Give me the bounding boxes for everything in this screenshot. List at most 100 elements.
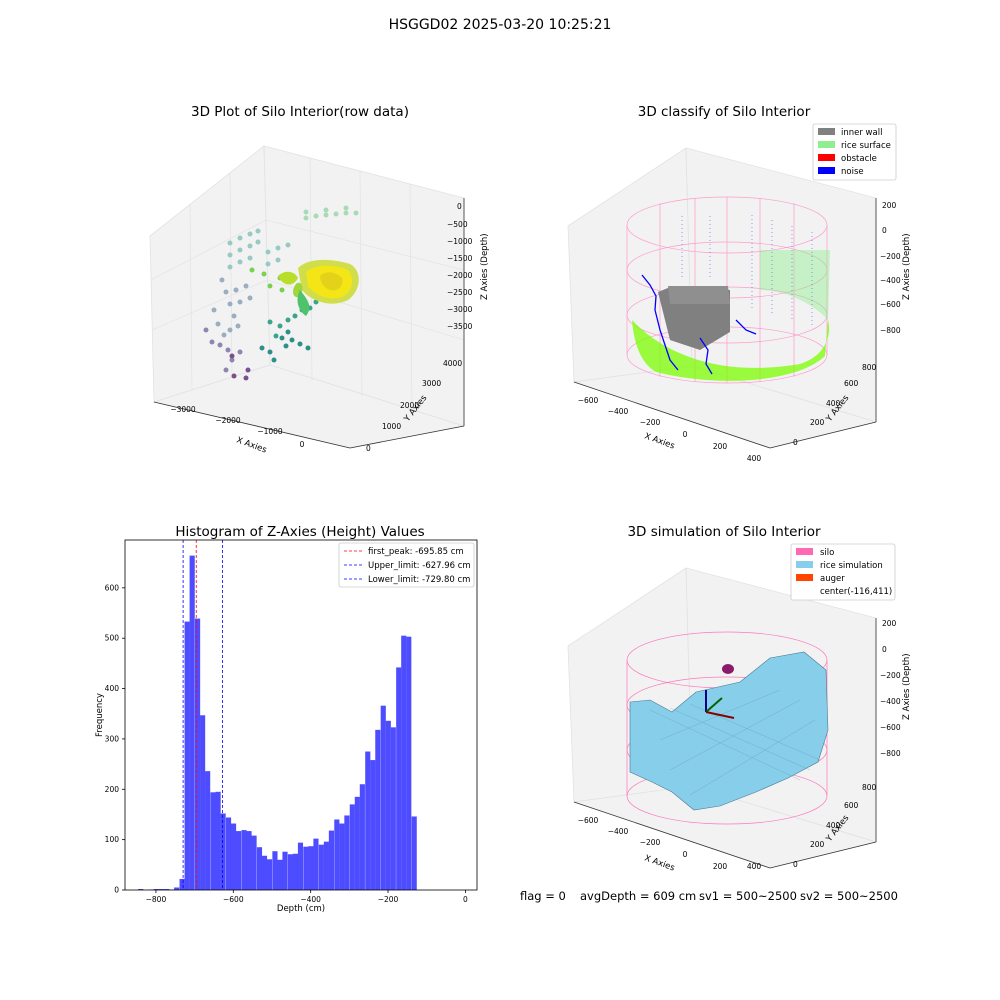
panel1-z-tick: −1500 (447, 254, 473, 263)
panel4-z-tick: 200 (882, 619, 897, 628)
histogram-bar (375, 729, 381, 890)
histogram-bar (365, 751, 371, 890)
histogram-bar (406, 636, 412, 890)
histogram-bar (277, 859, 283, 890)
histogram-legend: first_peak: -695.85 cm Upper_limit: -627… (338, 542, 475, 588)
histogram-bar (230, 823, 237, 890)
histogram-bar (303, 846, 309, 890)
histogram-bar (272, 851, 278, 890)
y-tick-label: 400 (105, 684, 120, 693)
panel4-y-tick: 200 (810, 840, 825, 849)
y-tick-label: 0 (114, 886, 119, 895)
panel1-x-tick: −1000 (257, 427, 283, 436)
panel1-y-tick: 3000 (422, 379, 441, 388)
figure-title: HSGGD02 2025-03-20 10:25:21 (388, 17, 612, 33)
legend-label: rice simulation (820, 561, 883, 571)
center-marker (722, 664, 734, 674)
histogram-bar (246, 831, 252, 890)
legend-label: Upper_limit: -627.96 cm (368, 561, 471, 571)
histogram-bar (184, 621, 190, 890)
histogram-bar (411, 816, 417, 890)
histogram-bar (189, 555, 195, 890)
histogram-bar (313, 838, 319, 890)
panel1-x-tick: −2000 (215, 416, 241, 425)
panel2-y-tick: 800 (862, 363, 877, 372)
histogram-bar (236, 831, 242, 890)
x-tick-label: −200 (378, 895, 399, 904)
histogram-bar (339, 823, 345, 890)
panel1-z-tick: −1000 (447, 237, 473, 246)
panel1-z-tick: −2500 (447, 288, 473, 297)
legend-label: auger (820, 574, 845, 584)
panel2-z-axis-label: Z Axies (Depth) (902, 233, 912, 300)
histogram-bar (215, 791, 221, 890)
panel1-z-tick: −3000 (447, 305, 473, 314)
histogram-bar (225, 817, 232, 890)
legend-swatch-auger (796, 574, 813, 581)
histogram-bar (256, 847, 263, 890)
y-tick-label: 300 (105, 734, 120, 743)
legend-swatch-obstacle (818, 154, 835, 161)
panel4-y-tick: 0 (793, 860, 798, 869)
panel2-y-tick: 600 (844, 379, 859, 388)
panel1-y-tick: 1000 (382, 422, 401, 431)
panel1-z-tick: −500 (447, 220, 468, 229)
panel2-y-tick: 200 (810, 418, 825, 427)
histogram-x-axis-label: Depth (cm) (277, 904, 325, 914)
histogram-bar (251, 835, 257, 890)
x-tick-label: 0 (463, 895, 468, 904)
histogram-bar (266, 859, 273, 890)
panel2-z-tick: −600 (880, 300, 901, 309)
panel2-x-tick: −600 (578, 396, 599, 405)
panel2-x-tick: 0 (683, 430, 688, 439)
avg-depth-status: avgDepth = 609 cm (580, 889, 697, 903)
panel2-y-tick: 0 (793, 438, 798, 447)
panel1-3d-plot: −3000 −2000 −1000 0 0 1000 2000 3000 400… (149, 145, 490, 456)
panel4-z-tick: −400 (880, 697, 901, 706)
panel1-x-tick: −3000 (170, 405, 196, 414)
y-tick-label: 500 (105, 634, 120, 643)
histogram-bar (344, 815, 350, 890)
histogram-bar (138, 888, 144, 890)
panel2-z-tick: 200 (882, 201, 897, 210)
panel1-z-tick: 0 (457, 202, 462, 211)
histogram-bar (401, 635, 407, 890)
histogram-reference-lines (182, 540, 223, 890)
histogram-bar (297, 842, 304, 890)
panel4-z-tick: −200 (880, 671, 901, 680)
legend-swatch-rice-simulation (796, 561, 813, 568)
histogram-bar (292, 853, 299, 890)
histogram-bar (205, 771, 211, 890)
histogram-bar (210, 792, 216, 890)
histogram-bar (323, 841, 329, 890)
panel4-legend: silo rice simulation auger center(-116,4… (790, 543, 896, 601)
histogram-bar (390, 727, 396, 890)
panel1-z-axis-label: Z Axies (Depth) (480, 233, 490, 300)
panel4-z-tick: 0 (882, 645, 887, 654)
panel2-z-tick: −400 (880, 276, 901, 285)
histogram-bar (158, 888, 164, 890)
histogram-bar (354, 796, 360, 890)
histogram-bar (385, 720, 391, 890)
panel2-x-tick: 200 (713, 442, 728, 451)
panel4-x-tick: −600 (578, 816, 599, 825)
panel1-scatter-points (203, 205, 359, 381)
histogram-bar (195, 618, 201, 890)
sv1-status: sv1 = 500~2500 (699, 889, 797, 903)
x-tick-label: −600 (223, 895, 244, 904)
histogram-bar (220, 813, 226, 890)
histogram-bar (334, 819, 340, 890)
panel4-y-tick: 600 (844, 801, 859, 810)
histogram-bar (318, 844, 324, 890)
legend-label: noise (841, 167, 864, 177)
panel2-z-tick: −800 (880, 326, 901, 335)
panel4-x-tick: 200 (713, 862, 728, 871)
panel4-x-tick: 400 (747, 862, 762, 871)
legend-label: rice surface (841, 141, 891, 151)
panel4-y-tick: 800 (862, 783, 877, 792)
legend-label: first_peak: -695.85 cm (368, 547, 464, 557)
panel2-legend: inner wall rice surface obstacle noise (812, 123, 897, 181)
panel4-title: 3D simulation of Silo Interior (627, 524, 821, 540)
panel4-z-tick: −800 (880, 749, 901, 758)
panel4-z-axis-label: Z Axies (Depth) (902, 653, 912, 720)
